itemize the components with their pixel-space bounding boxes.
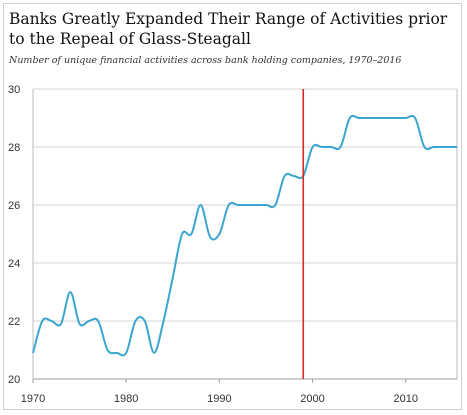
x-tick-label: 1980 — [114, 393, 138, 405]
chart-title: Banks Greatly Expanded Their Range of Ac… — [9, 10, 448, 48]
x-tick-label: 2010 — [394, 393, 418, 405]
y-tick-label: 30 — [8, 84, 20, 96]
chart-frame — [3, 3, 462, 410]
x-tick-label: 1990 — [207, 393, 231, 405]
y-tick-label: 20 — [8, 374, 20, 386]
y-tick-label: 28 — [8, 142, 20, 154]
x-tick-label: 2000 — [300, 393, 324, 405]
y-tick-label: 22 — [8, 316, 20, 328]
chart-subtitle: Number of unique financial activities ac… — [9, 55, 402, 66]
y-tick-label: 26 — [8, 200, 20, 212]
x-tick-label: 1970 — [21, 393, 45, 405]
y-tick-label: 24 — [8, 258, 20, 270]
series-line-0 — [32, 114, 457, 357]
